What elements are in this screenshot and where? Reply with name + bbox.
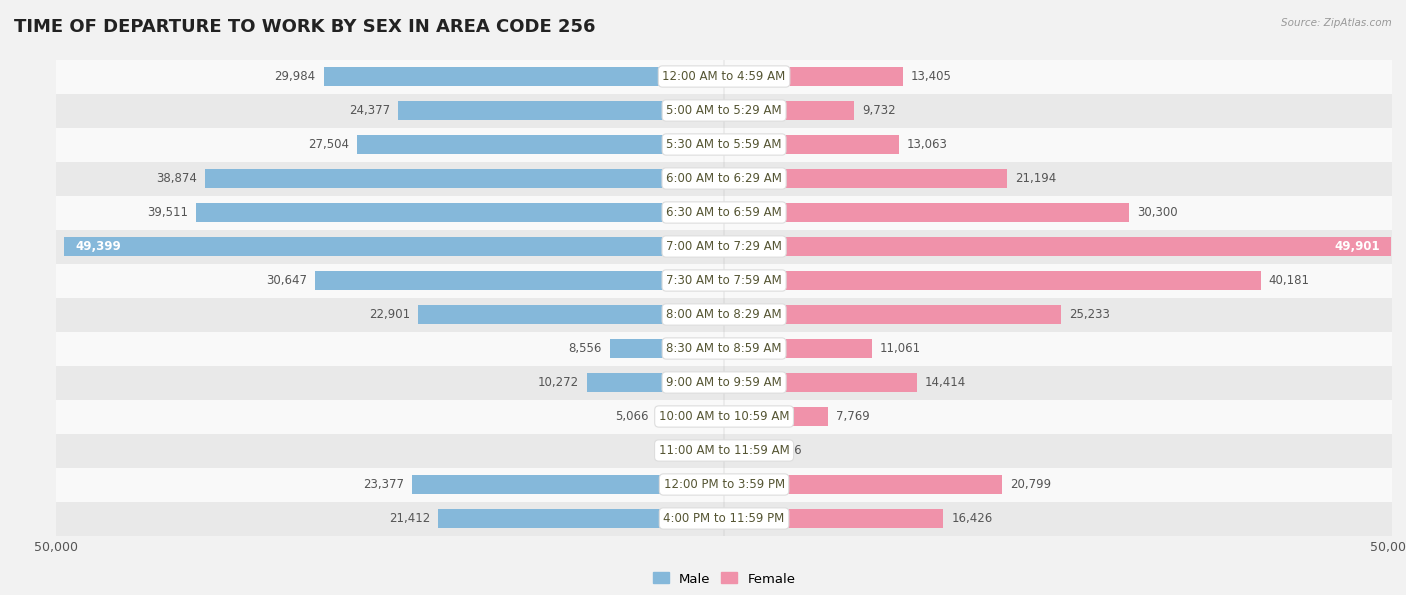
Text: 30,647: 30,647: [266, 274, 307, 287]
Bar: [586, 373, 724, 392]
Text: 38,874: 38,874: [156, 172, 197, 185]
Bar: [439, 509, 724, 528]
Bar: [724, 169, 1007, 188]
Text: 5:30 AM to 5:59 AM: 5:30 AM to 5:59 AM: [666, 138, 782, 151]
Bar: [197, 203, 724, 222]
Text: 24,377: 24,377: [349, 104, 391, 117]
Text: 30,300: 30,300: [1137, 206, 1177, 219]
Text: 7,769: 7,769: [837, 410, 870, 423]
Text: 21,194: 21,194: [1015, 172, 1056, 185]
Text: 14,414: 14,414: [925, 376, 966, 389]
Bar: [724, 407, 828, 426]
Text: 6:00 AM to 6:29 AM: 6:00 AM to 6:29 AM: [666, 172, 782, 185]
Bar: [315, 271, 724, 290]
Text: 7:00 AM to 7:29 AM: 7:00 AM to 7:29 AM: [666, 240, 782, 253]
Text: TIME OF DEPARTURE TO WORK BY SEX IN AREA CODE 256: TIME OF DEPARTURE TO WORK BY SEX IN AREA…: [14, 18, 596, 36]
Text: 6:30 AM to 6:59 AM: 6:30 AM to 6:59 AM: [666, 206, 782, 219]
Bar: [412, 475, 724, 494]
Bar: [56, 365, 1392, 399]
Bar: [724, 135, 898, 154]
Bar: [205, 169, 724, 188]
Text: 13,405: 13,405: [911, 70, 952, 83]
Text: 12:00 AM to 4:59 AM: 12:00 AM to 4:59 AM: [662, 70, 786, 83]
Bar: [724, 67, 903, 86]
Text: 11,061: 11,061: [880, 342, 921, 355]
Text: 8:30 AM to 8:59 AM: 8:30 AM to 8:59 AM: [666, 342, 782, 355]
Text: 39,511: 39,511: [148, 206, 188, 219]
Bar: [56, 434, 1392, 468]
Bar: [56, 196, 1392, 230]
Bar: [610, 339, 724, 358]
Bar: [398, 101, 724, 120]
Text: 2,686: 2,686: [768, 444, 801, 457]
Legend: Male, Female: Male, Female: [647, 567, 801, 591]
Text: 23,377: 23,377: [363, 478, 404, 491]
Text: 4:00 PM to 11:59 PM: 4:00 PM to 11:59 PM: [664, 512, 785, 525]
Bar: [56, 331, 1392, 365]
Text: 5:00 AM to 5:29 AM: 5:00 AM to 5:29 AM: [666, 104, 782, 117]
Text: 13,063: 13,063: [907, 138, 948, 151]
Bar: [56, 93, 1392, 127]
Text: 12:00 PM to 3:59 PM: 12:00 PM to 3:59 PM: [664, 478, 785, 491]
Bar: [56, 502, 1392, 536]
Bar: [56, 264, 1392, 298]
Bar: [724, 271, 1261, 290]
Text: 40,181: 40,181: [1268, 274, 1310, 287]
Text: 9:00 AM to 9:59 AM: 9:00 AM to 9:59 AM: [666, 376, 782, 389]
Bar: [724, 509, 943, 528]
Bar: [724, 203, 1129, 222]
Bar: [724, 237, 1391, 256]
Bar: [323, 67, 724, 86]
Text: 49,901: 49,901: [1334, 240, 1379, 253]
Bar: [418, 305, 724, 324]
Text: 22,901: 22,901: [368, 308, 411, 321]
Text: 49,399: 49,399: [75, 240, 121, 253]
Bar: [56, 60, 1392, 93]
Text: 9,732: 9,732: [862, 104, 896, 117]
Text: 7:30 AM to 7:59 AM: 7:30 AM to 7:59 AM: [666, 274, 782, 287]
Bar: [56, 127, 1392, 161]
Bar: [56, 161, 1392, 196]
Text: 8:00 AM to 8:29 AM: 8:00 AM to 8:29 AM: [666, 308, 782, 321]
Bar: [724, 101, 853, 120]
Bar: [724, 373, 917, 392]
Text: 27,504: 27,504: [308, 138, 349, 151]
Text: 10:00 AM to 10:59 AM: 10:00 AM to 10:59 AM: [659, 410, 789, 423]
Text: 11:00 AM to 11:59 AM: 11:00 AM to 11:59 AM: [659, 444, 789, 457]
Text: 5,066: 5,066: [614, 410, 648, 423]
Text: 21,412: 21,412: [389, 512, 430, 525]
Text: 1,783: 1,783: [659, 444, 692, 457]
Bar: [657, 407, 724, 426]
Text: 29,984: 29,984: [274, 70, 315, 83]
Bar: [724, 475, 1002, 494]
Text: 25,233: 25,233: [1069, 308, 1109, 321]
Bar: [65, 237, 724, 256]
Bar: [56, 298, 1392, 331]
Bar: [56, 399, 1392, 434]
Bar: [724, 441, 761, 460]
Bar: [724, 305, 1062, 324]
Bar: [357, 135, 724, 154]
Text: 20,799: 20,799: [1010, 478, 1052, 491]
Bar: [724, 339, 872, 358]
Bar: [700, 441, 724, 460]
Bar: [56, 468, 1392, 502]
Bar: [56, 230, 1392, 264]
Text: Source: ZipAtlas.com: Source: ZipAtlas.com: [1281, 18, 1392, 28]
Text: 8,556: 8,556: [568, 342, 602, 355]
Text: 10,272: 10,272: [537, 376, 579, 389]
Text: 16,426: 16,426: [952, 512, 993, 525]
